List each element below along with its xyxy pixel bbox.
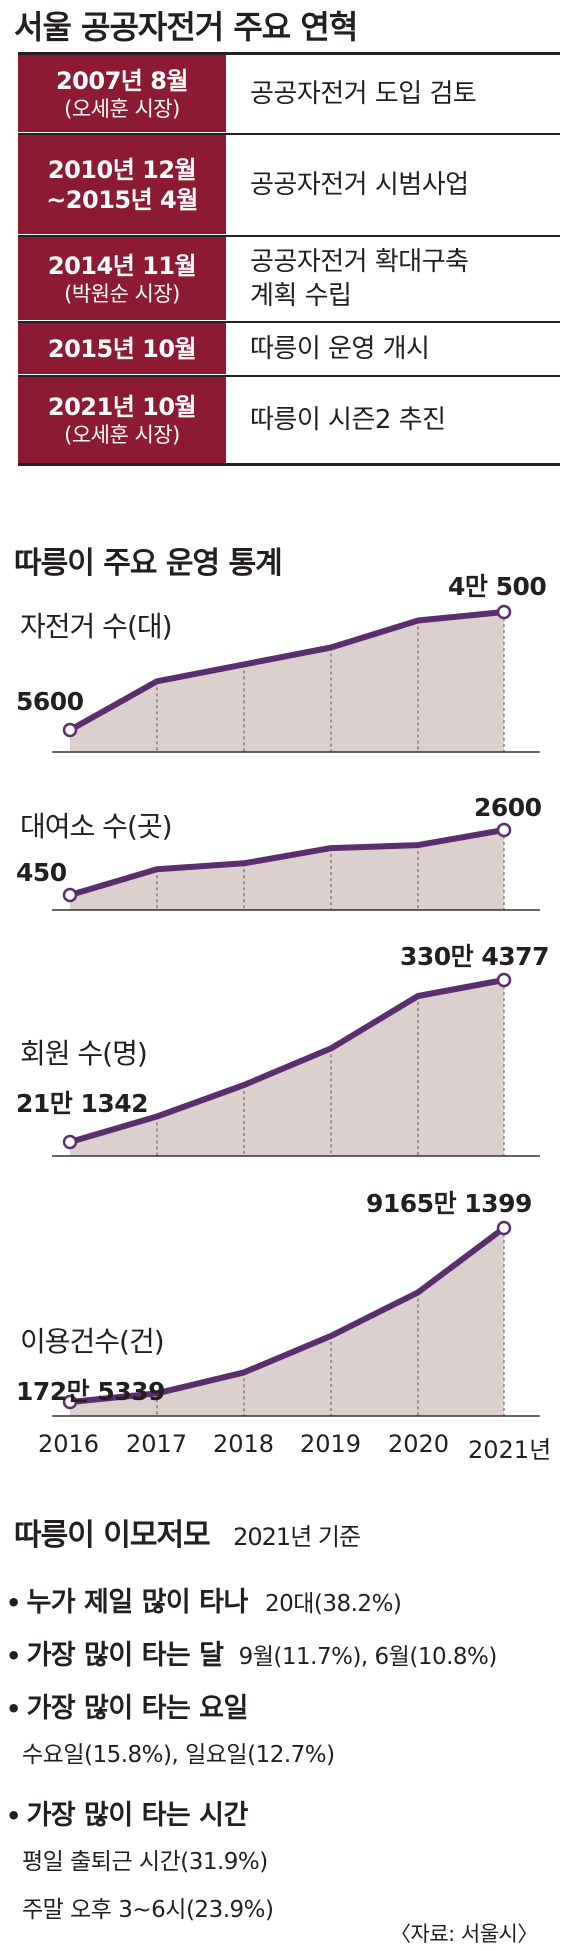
history-mayor: (오세훈 시장) <box>64 96 180 121</box>
chart-title-bikes: 자전거 수(대) <box>20 610 173 643</box>
fact-value: 수요일(15.8%), 일요일(12.7%) <box>22 1742 335 1768</box>
bullet-icon: • <box>6 1589 22 1617</box>
chart-title-stations: 대여소 수(곳) <box>20 810 173 843</box>
history-mayor: (박원순 시장) <box>64 281 180 306</box>
facts-title: 따릉이 이모저모 2021년 기준 <box>14 1510 361 1554</box>
history-date-cell: 2007년 8월 (오세훈 시장) <box>18 55 226 133</box>
x-axis-label: 2021년 <box>468 1436 552 1464</box>
history-date: 2021년 10월 <box>47 393 197 421</box>
data-point <box>62 1134 78 1150</box>
series-line <box>67 609 507 733</box>
history-date-cell: 2014년 11월 (박원순 시장) <box>18 237 226 321</box>
history-date: 2007년 8월 <box>55 66 189 95</box>
x-axis-label: 2019 <box>300 1430 362 1458</box>
value-label-first: 450 <box>16 858 67 887</box>
bullet-icon: • <box>6 1802 22 1830</box>
bullet-icon: • <box>6 1695 22 1723</box>
value-label-first: 172만 5339 <box>16 1377 165 1406</box>
fact-label: 가장 많이 타는 시간 <box>26 1800 248 1831</box>
fact-value: 주말 오후 3~6시(23.9%) <box>22 1897 274 1923</box>
history-date-cell: 2010년 12월 ~2015년 4월 <box>18 135 226 235</box>
value-label-first: 21만 1342 <box>16 1089 149 1118</box>
fact-label: 가장 많이 타는 달 <box>26 1640 224 1671</box>
x-axis-label: 2018 <box>213 1430 275 1458</box>
source-note: 〈자료: 서울시〉 <box>390 1922 538 1946</box>
x-axis-label: 2016 <box>38 1430 100 1458</box>
series-line <box>67 1225 507 1405</box>
data-point <box>496 972 512 988</box>
series-line <box>67 977 507 1145</box>
history-row: 2010년 12월 ~2015년 4월 공공자전거 시범사업 <box>18 135 560 237</box>
chart-title-rides: 이용건수(건) <box>20 1325 165 1358</box>
fact-value: 20대(38.2%) <box>264 1591 402 1617</box>
facts-title-text: 따릉이 이모저모 <box>14 1518 211 1553</box>
history-event: 따릉이 시즌2 추진 <box>250 405 446 435</box>
x-axis-label: 2020 <box>388 1430 450 1458</box>
chart-title-members: 회원 수(명) <box>20 1037 148 1070</box>
history-event: 공공자전거 확대구축 계획 수립 <box>250 247 469 311</box>
fact-item: • 누가 제일 많이 타나 20대(38.2%) <box>6 1580 402 1619</box>
fact-item: • 가장 많이 타는 달 9월(11.7%), 6월(10.8%) <box>6 1633 497 1672</box>
history-row: 2014년 11월 (박원순 시장) 공공자전거 확대구축 계획 수립 <box>18 237 560 323</box>
history-mayor: (오세훈 시장) <box>64 423 180 447</box>
data-point <box>496 1220 512 1236</box>
fact-item: • 가장 많이 타는 요일 <box>6 1686 248 1725</box>
history-date: 2014년 11월 <box>47 251 197 280</box>
history-date: 2015년 10월 <box>47 334 197 363</box>
stats-title: 따릉이 주요 운영 통계 <box>14 546 283 581</box>
data-point <box>62 887 78 903</box>
bullet-icon: • <box>6 1642 22 1670</box>
history-row: 2007년 8월 (오세훈 시장) 공공자전거 도입 검토 <box>18 52 560 135</box>
history-date: 2010년 12월 ~2015년 4월 <box>46 155 198 214</box>
fact-value: 평일 출퇴근 시간(31.9%) <box>22 1849 268 1875</box>
data-point <box>62 722 78 738</box>
history-date-cell: 2015년 10월 <box>18 323 226 375</box>
value-label-last: 2600 <box>474 793 542 822</box>
history-row: 2015년 10월 따릉이 운영 개시 <box>18 323 560 377</box>
data-point <box>496 822 512 838</box>
value-label-last: 4만 500 <box>448 572 547 601</box>
data-point <box>62 1394 78 1410</box>
fact-label: 가장 많이 타는 요일 <box>26 1693 248 1724</box>
area-fill <box>70 1228 504 1416</box>
history-event: 공공자전거 시범사업 <box>250 170 469 200</box>
history-title: 서울 공공자전거 주요 연혁 <box>14 8 358 46</box>
history-event: 따릉이 운영 개시 <box>250 334 430 364</box>
history-event: 공공자전거 도입 검토 <box>250 79 477 109</box>
area-fill <box>70 830 504 910</box>
value-label-last: 330만 4377 <box>400 942 549 971</box>
series-line <box>67 827 507 898</box>
fact-value: 9월(11.7%), 6월(10.8%) <box>238 1644 498 1670</box>
data-point <box>496 604 512 620</box>
value-label-last: 9165만 1399 <box>366 1189 532 1218</box>
fact-item: • 가장 많이 타는 시간 <box>6 1793 248 1832</box>
x-axis-label: 2017 <box>126 1430 188 1458</box>
history-date-cell: 2021년 10월 (오세훈 시장) <box>18 377 226 463</box>
history-row: 2021년 10월 (오세훈 시장) 따릉이 시즌2 추진 <box>18 377 560 466</box>
fact-label: 누가 제일 많이 타나 <box>26 1587 248 1618</box>
history-table: 2007년 8월 (오세훈 시장) 공공자전거 도입 검토 2010년 12월 … <box>18 52 560 466</box>
value-label-first: 5600 <box>16 687 84 716</box>
area-fill <box>70 612 504 752</box>
facts-basis: 2021년 기준 <box>233 1523 361 1551</box>
